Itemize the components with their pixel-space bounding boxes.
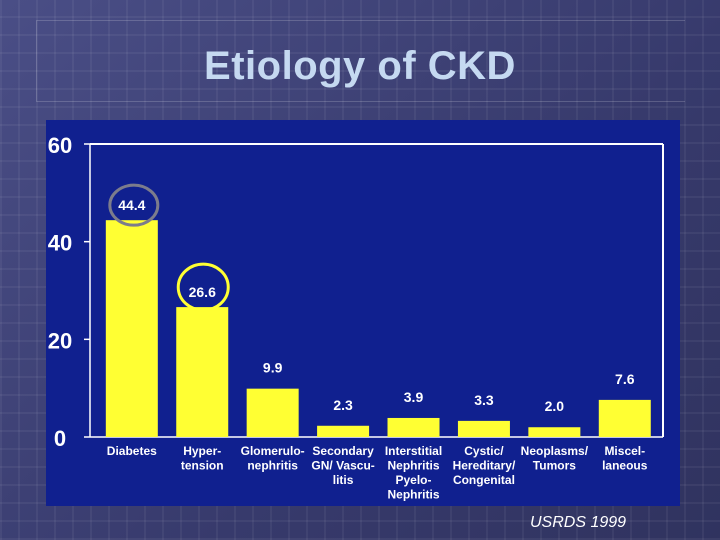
- category-label: Interstitial Nephritis Pyelo-Nephritis: [385, 444, 442, 502]
- y-tick-label: 60: [48, 133, 72, 158]
- category-label: Secondary GN/ Vascu-litis: [311, 444, 374, 487]
- bar-value-label: 3.9: [404, 389, 424, 405]
- bar-value-label: 2.0: [545, 398, 565, 414]
- category-label: Diabetes: [107, 444, 157, 458]
- bar: [317, 425, 370, 437]
- bar: [598, 399, 651, 437]
- y-tick-label: 40: [48, 231, 72, 256]
- category-label-line: Hereditary/: [453, 459, 516, 473]
- y-tick-label: 0: [54, 426, 66, 451]
- bar-value-label: 2.3: [333, 397, 353, 413]
- bar-value-label: 44.4: [118, 197, 145, 213]
- bar-value-label: 26.6: [189, 284, 216, 300]
- category-label-line: Interstitial: [385, 444, 442, 458]
- category-label-line: tension: [181, 459, 224, 473]
- bar-value-label: 9.9: [263, 360, 283, 376]
- category-label-line: Neoplasms/: [521, 444, 589, 458]
- bar: [457, 420, 510, 437]
- category-label: Cystic/Hereditary/Congenital: [453, 444, 516, 487]
- bar: [176, 307, 229, 437]
- bar: [246, 388, 299, 437]
- title-frame: [36, 20, 685, 102]
- slide-title: Etiology of CKD: [204, 44, 516, 88]
- bar: [528, 427, 581, 437]
- category-label-line: laneous: [602, 459, 648, 473]
- category-label: Glomerulo-nephritis: [241, 444, 305, 473]
- category-label-line: GN/ Vascu-: [311, 459, 374, 473]
- category-label-line: Secondary: [312, 444, 374, 458]
- category-label-line: Glomerulo-: [241, 444, 305, 458]
- category-label-line: Nephritis: [388, 488, 440, 502]
- category-label: Neoplasms/Tumors: [521, 444, 589, 473]
- category-label: Miscel-laneous: [602, 444, 648, 473]
- y-tick-label: 20: [48, 328, 72, 353]
- bar-value-label: 3.3: [474, 392, 494, 408]
- category-label-line: litis: [333, 473, 354, 487]
- category-label-line: Tumors: [533, 459, 576, 473]
- category-label: Hyper-tension: [181, 444, 224, 473]
- category-label-line: Miscel-: [604, 444, 645, 458]
- category-label-line: nephritis: [247, 459, 298, 473]
- category-label-line: Diabetes: [107, 444, 157, 458]
- category-label-line: Cystic/: [464, 444, 504, 458]
- bar: [387, 417, 440, 437]
- chart-svg: 0 20 40 60 44.4 Diabetes 26.6 Hyper-tension 9.9 G…: [46, 120, 680, 506]
- source-citation: USRDS 1999: [530, 514, 627, 531]
- bar: [105, 220, 158, 437]
- highlight-circle-hypertension: [176, 262, 230, 312]
- category-label-line: Hyper-: [183, 444, 221, 458]
- highlight-circle-diabetes: [108, 183, 160, 227]
- category-label-line: Pyelo-: [396, 473, 432, 487]
- category-label-line: Congenital: [453, 473, 515, 487]
- bar-chart: 0 20 40 60 44.4 Diabetes 26.6 Hyper-tension 9.9 G…: [46, 120, 680, 506]
- bar-value-label: 7.6: [615, 371, 635, 387]
- category-label-line: Nephritis: [388, 459, 440, 473]
